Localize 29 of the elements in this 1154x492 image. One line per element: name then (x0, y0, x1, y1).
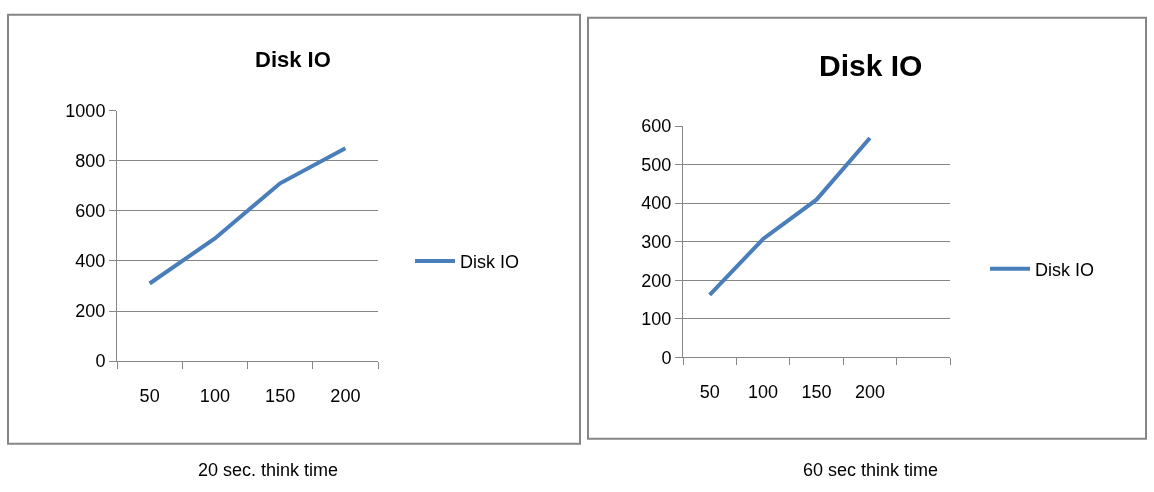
x-tick-label: 50 (139, 385, 160, 406)
x-tick-label: 200 (854, 381, 885, 402)
x-tick-label: 200 (330, 385, 361, 406)
y-tick-label: 600 (75, 201, 106, 222)
y-tick-label: 1000 (65, 101, 106, 122)
y-tick-label: 800 (75, 151, 106, 172)
legend-label: Disk IO (460, 252, 520, 273)
y-tick-label: 200 (75, 301, 106, 322)
y-tick-label: 400 (75, 251, 106, 272)
y-tick-label: 300 (641, 231, 672, 252)
x-tick-label: 150 (265, 385, 296, 406)
text: 60 sec think time (803, 460, 939, 480)
text: 20 sec. think time (198, 460, 339, 480)
y-tick-label: 0 (95, 351, 106, 372)
chart-title: Disk IO (819, 49, 923, 82)
y-tick-label: 200 (641, 270, 672, 291)
chart-title: Disk IO (255, 47, 331, 72)
y-tick-label: 100 (641, 309, 672, 330)
legend-label: Disk IO (1035, 259, 1095, 280)
y-tick-label: 0 (661, 347, 672, 368)
y-tick-label: 600 (641, 116, 672, 137)
y-tick-label: 400 (641, 193, 672, 214)
x-tick-label: 50 (699, 381, 720, 402)
x-tick-label: 100 (748, 381, 779, 402)
x-tick-label: 150 (801, 381, 832, 402)
y-tick-label: 500 (641, 154, 672, 175)
line-series (147, 146, 348, 286)
line-series (707, 136, 872, 297)
x-tick-label: 100 (199, 385, 230, 406)
